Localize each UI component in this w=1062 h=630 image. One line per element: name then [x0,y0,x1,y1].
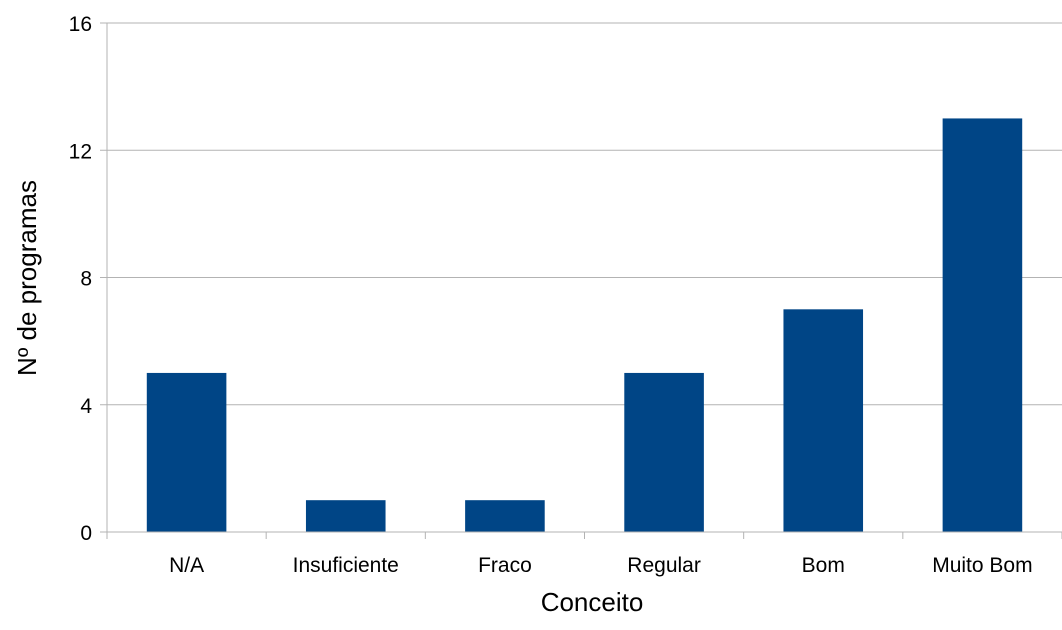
axes [100,22,1062,539]
y-tick-labels: 0 4 8 12 16 [69,13,93,545]
gridlines [107,22,1062,406]
x-tick-label: N/A [169,554,204,577]
x-axis-title: Conceito [541,587,644,617]
x-tick-label: Regular [627,554,701,577]
y-axis-title: Nº de programas [12,180,42,376]
x-tick-label: Muito Bom [932,554,1032,577]
bar [783,309,864,532]
x-tick-label: Insuficiente [293,554,399,577]
bar [305,500,386,532]
bar [624,372,704,532]
y-tick-label: 4 [80,395,92,418]
bar [942,118,1023,532]
y-tick-label: 12 [69,140,92,163]
bar [465,500,545,532]
x-tick-label: Bom [802,554,845,577]
x-tick-labels: N/A Insuficiente Fraco Regular Bom Muito Bom [169,554,1033,577]
bars [146,118,1023,532]
y-tick-label: 16 [69,13,92,36]
y-tick-label: 0 [80,522,92,545]
y-tick-label: 8 [80,268,92,291]
bar [146,372,227,532]
x-tick-label: Fraco [478,554,532,577]
